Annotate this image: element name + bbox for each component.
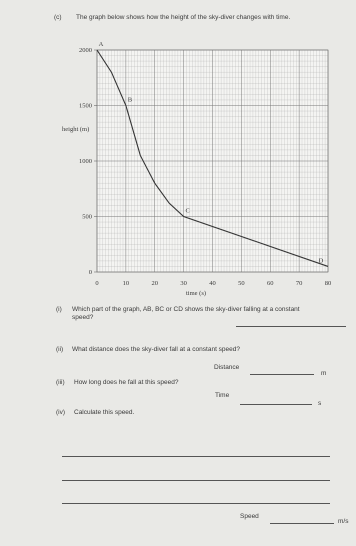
working-line: [62, 480, 330, 481]
intro-text: The graph below shows how the height of …: [76, 14, 291, 21]
point-label: B: [128, 97, 133, 104]
answer-line: [236, 326, 346, 327]
question-number: (iv): [56, 409, 66, 416]
working-line: [62, 503, 330, 504]
y-tick-label: 2000: [79, 47, 92, 54]
x-tick-label: 50: [238, 280, 245, 287]
question-text: What distance does the sky-diver fall at…: [72, 346, 241, 353]
working-line: [62, 456, 330, 457]
point-label: C: [185, 208, 189, 215]
question-text: Calculate this speed.: [74, 409, 135, 416]
intro-number: (c): [54, 14, 62, 21]
x-tick-label: 40: [209, 280, 216, 287]
y-axis-label: height (m): [62, 126, 90, 133]
height-curve: [96, 49, 329, 267]
x-tick-label: 80: [325, 280, 332, 287]
answer-label: Time: [215, 392, 230, 399]
x-tick-label: 30: [180, 280, 187, 287]
x-tick-label: 20: [152, 280, 159, 287]
x-tick-label: 0: [95, 280, 98, 287]
y-tick-label: 1000: [79, 158, 92, 165]
question-text: How long does he fall at this speed?: [74, 379, 179, 386]
x-tick-label: 10: [123, 280, 130, 287]
question-number: (iii): [56, 379, 65, 386]
answer-line: [270, 523, 334, 524]
y-tick-label: 1500: [79, 103, 92, 110]
answer-label: Distance: [214, 364, 240, 371]
unit: s: [318, 400, 322, 407]
unit: m/s: [338, 518, 349, 525]
question-number: (i): [56, 306, 62, 313]
y-tick-label: 500: [82, 214, 92, 221]
x-tick-label: 60: [267, 280, 274, 287]
x-axis-label: time (s): [186, 290, 207, 297]
answer-label: Speed: [240, 513, 259, 520]
answer-line: [250, 374, 314, 375]
point-label: D: [319, 257, 324, 264]
answer-line: [240, 404, 312, 405]
question-text: Which part of the graph, AB, BC or CD sh…: [72, 306, 300, 321]
point-label: A: [99, 41, 104, 48]
y-tick-label: 0: [89, 269, 92, 276]
x-tick-label: 70: [296, 280, 303, 287]
unit: m: [321, 370, 327, 377]
question-number: (ii): [56, 346, 64, 353]
